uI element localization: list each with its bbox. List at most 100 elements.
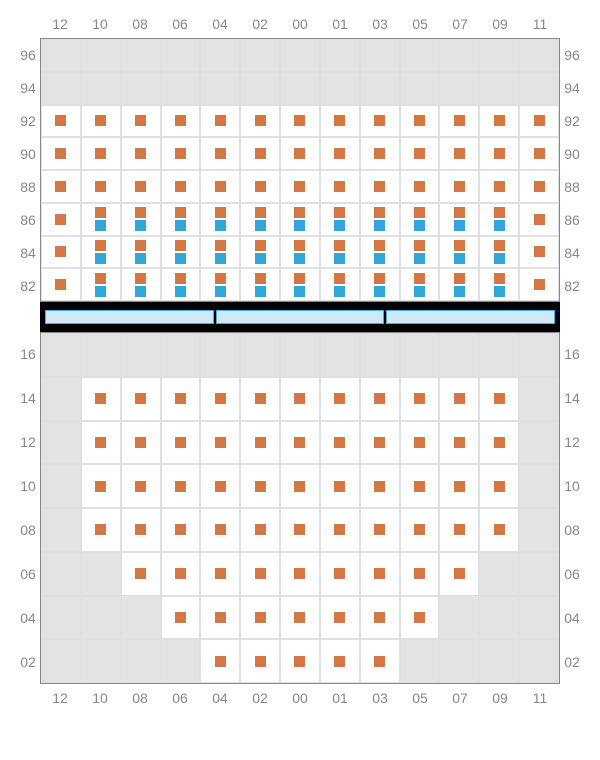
- seat-cell[interactable]: [360, 552, 400, 596]
- seat-cell[interactable]: [400, 464, 440, 508]
- seat-cell[interactable]: [400, 508, 440, 552]
- seat-cell[interactable]: [200, 105, 240, 138]
- seat-cell[interactable]: [400, 170, 440, 203]
- seat-cell[interactable]: [81, 421, 121, 465]
- seat-cell[interactable]: [320, 268, 360, 301]
- seat-cell[interactable]: [400, 203, 440, 236]
- seat-cell[interactable]: [320, 236, 360, 269]
- seat-cell[interactable]: [280, 236, 320, 269]
- seat-cell[interactable]: [280, 421, 320, 465]
- seat-cell[interactable]: [121, 268, 161, 301]
- seat-cell[interactable]: [479, 268, 519, 301]
- seat-cell[interactable]: [400, 105, 440, 138]
- seat-cell[interactable]: [200, 464, 240, 508]
- seat-cell[interactable]: [280, 377, 320, 421]
- seat-cell[interactable]: [121, 508, 161, 552]
- seat-cell[interactable]: [479, 137, 519, 170]
- seat-cell[interactable]: [81, 203, 121, 236]
- seat-cell[interactable]: [81, 377, 121, 421]
- seat-cell[interactable]: [519, 203, 559, 236]
- seat-cell[interactable]: [439, 105, 479, 138]
- seat-cell[interactable]: [240, 421, 280, 465]
- seat-cell[interactable]: [400, 552, 440, 596]
- seat-cell[interactable]: [320, 508, 360, 552]
- seat-cell[interactable]: [240, 137, 280, 170]
- seat-cell[interactable]: [240, 377, 280, 421]
- seat-cell[interactable]: [360, 508, 400, 552]
- seat-cell[interactable]: [161, 552, 201, 596]
- seat-cell[interactable]: [439, 170, 479, 203]
- seat-cell[interactable]: [479, 236, 519, 269]
- seat-cell[interactable]: [81, 170, 121, 203]
- seat-cell[interactable]: [320, 203, 360, 236]
- seat-cell[interactable]: [479, 377, 519, 421]
- seat-cell[interactable]: [519, 268, 559, 301]
- seat-cell[interactable]: [161, 137, 201, 170]
- seat-cell[interactable]: [439, 137, 479, 170]
- seat-cell[interactable]: [479, 421, 519, 465]
- seat-cell[interactable]: [240, 508, 280, 552]
- seat-cell[interactable]: [400, 236, 440, 269]
- seat-cell[interactable]: [161, 596, 201, 640]
- seat-cell[interactable]: [400, 137, 440, 170]
- seat-cell[interactable]: [200, 268, 240, 301]
- seat-cell[interactable]: [479, 203, 519, 236]
- seat-cell[interactable]: [200, 421, 240, 465]
- seat-cell[interactable]: [400, 421, 440, 465]
- seat-cell[interactable]: [320, 464, 360, 508]
- seat-cell[interactable]: [439, 508, 479, 552]
- seat-cell[interactable]: [161, 268, 201, 301]
- seat-cell[interactable]: [81, 137, 121, 170]
- seat-cell[interactable]: [439, 552, 479, 596]
- seat-cell[interactable]: [121, 203, 161, 236]
- seat-cell[interactable]: [360, 464, 400, 508]
- seat-cell[interactable]: [240, 639, 280, 683]
- seat-cell[interactable]: [161, 508, 201, 552]
- seat-cell[interactable]: [200, 236, 240, 269]
- seat-cell[interactable]: [360, 268, 400, 301]
- seat-cell[interactable]: [280, 596, 320, 640]
- seat-cell[interactable]: [479, 105, 519, 138]
- seat-cell[interactable]: [81, 508, 121, 552]
- seat-cell[interactable]: [121, 464, 161, 508]
- seat-cell[interactable]: [280, 170, 320, 203]
- seat-cell[interactable]: [161, 421, 201, 465]
- seat-cell[interactable]: [161, 464, 201, 508]
- seat-cell[interactable]: [121, 236, 161, 269]
- seat-cell[interactable]: [320, 639, 360, 683]
- seat-cell[interactable]: [280, 639, 320, 683]
- seat-cell[interactable]: [121, 377, 161, 421]
- seat-cell[interactable]: [479, 170, 519, 203]
- seat-cell[interactable]: [81, 268, 121, 301]
- seat-cell[interactable]: [41, 170, 81, 203]
- seat-cell[interactable]: [121, 421, 161, 465]
- seat-cell[interactable]: [519, 105, 559, 138]
- seat-cell[interactable]: [200, 170, 240, 203]
- seat-cell[interactable]: [439, 464, 479, 508]
- seat-cell[interactable]: [400, 268, 440, 301]
- seat-cell[interactable]: [439, 377, 479, 421]
- seat-cell[interactable]: [280, 203, 320, 236]
- seat-cell[interactable]: [121, 137, 161, 170]
- seat-cell[interactable]: [439, 203, 479, 236]
- seat-cell[interactable]: [81, 105, 121, 138]
- seat-cell[interactable]: [200, 203, 240, 236]
- seat-cell[interactable]: [240, 203, 280, 236]
- seat-cell[interactable]: [41, 268, 81, 301]
- seat-cell[interactable]: [479, 508, 519, 552]
- seat-cell[interactable]: [200, 552, 240, 596]
- seat-cell[interactable]: [320, 596, 360, 640]
- seat-cell[interactable]: [479, 464, 519, 508]
- seat-cell[interactable]: [161, 170, 201, 203]
- seat-cell[interactable]: [439, 236, 479, 269]
- seat-cell[interactable]: [320, 137, 360, 170]
- seat-cell[interactable]: [360, 170, 400, 203]
- seat-cell[interactable]: [200, 377, 240, 421]
- seat-cell[interactable]: [240, 464, 280, 508]
- seat-cell[interactable]: [200, 639, 240, 683]
- seat-cell[interactable]: [240, 236, 280, 269]
- seat-cell[interactable]: [240, 268, 280, 301]
- seat-cell[interactable]: [280, 268, 320, 301]
- seat-cell[interactable]: [280, 464, 320, 508]
- seat-cell[interactable]: [240, 105, 280, 138]
